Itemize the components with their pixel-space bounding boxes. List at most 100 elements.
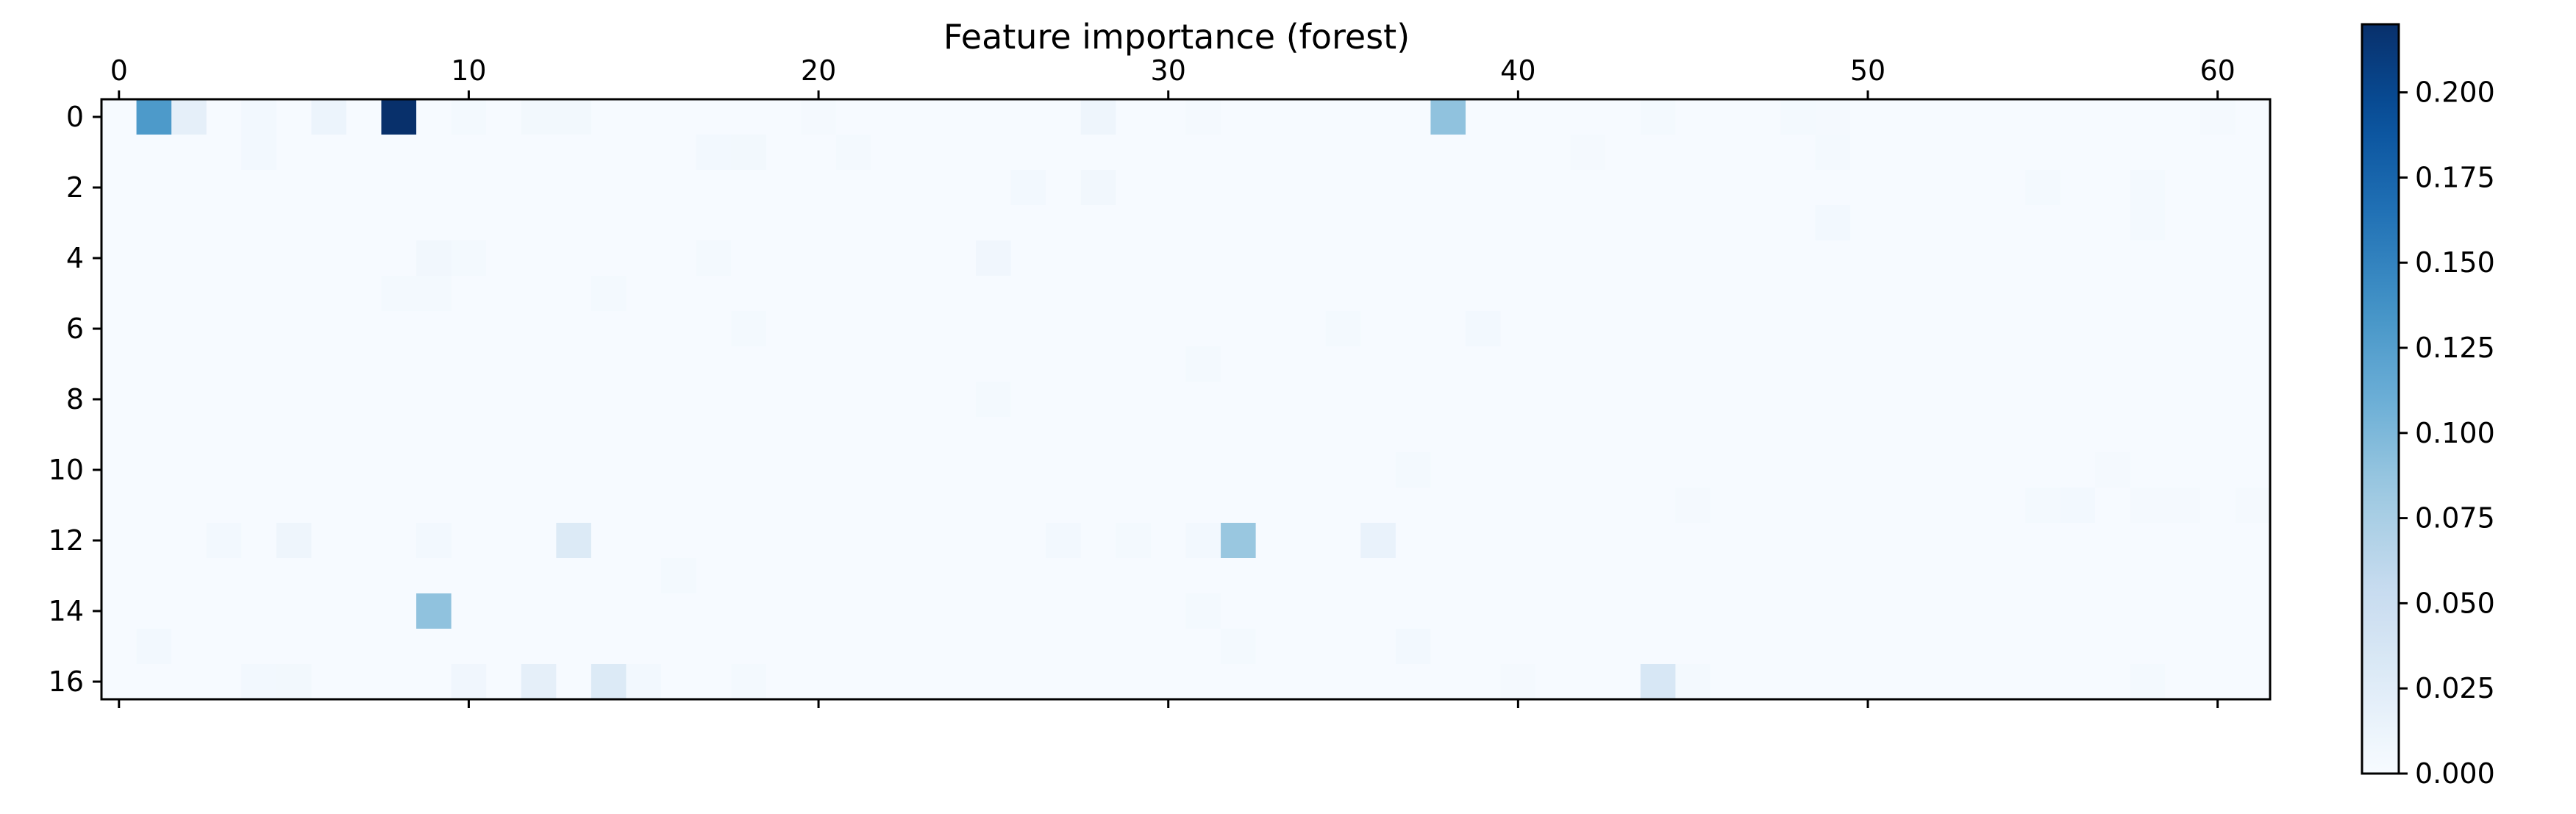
heatmap-cell: [1046, 593, 1082, 629]
heatmap-cell: [976, 311, 1012, 347]
heatmap-cell: [731, 99, 767, 135]
heatmap-cell: [766, 593, 802, 629]
heatmap-cell: [276, 99, 312, 135]
heatmap-cell: [1885, 664, 1921, 700]
heatmap-cell: [696, 170, 732, 206]
heatmap-cell: [2025, 593, 2061, 629]
heatmap-cell: [171, 135, 207, 171]
heatmap-cell: [276, 664, 312, 700]
heatmap-cell: [1780, 452, 1816, 488]
heatmap-cell: [1780, 311, 1816, 347]
heatmap-cell: [101, 135, 138, 171]
heatmap-cell: [2235, 382, 2271, 418]
heatmap-cell: [416, 558, 452, 594]
heatmap-cell: [1885, 99, 1921, 135]
heatmap-cell: [1850, 170, 1886, 206]
heatmap-cell: [381, 205, 417, 241]
heatmap-cell: [1675, 135, 1711, 171]
heatmap-cell: [1430, 135, 1466, 171]
heatmap-cell: [1570, 311, 1606, 347]
heatmap-cell: [801, 276, 837, 312]
heatmap-cell: [2025, 311, 2061, 347]
heatmap-cell: [1605, 523, 1641, 559]
heatmap-cell: [1046, 382, 1082, 418]
heatmap-cell: [2060, 452, 2096, 488]
heatmap-cell: [1675, 417, 1711, 453]
heatmap-cell: [2235, 593, 2271, 629]
heatmap-cell: [941, 205, 977, 241]
heatmap-cell: [1815, 135, 1851, 171]
heatmap-cell: [1325, 593, 1361, 629]
heatmap-cell: [1360, 558, 1396, 594]
heatmap-cell: [976, 488, 1012, 524]
heatmap-cell: [1046, 205, 1082, 241]
heatmap-cell: [1010, 593, 1046, 629]
heatmap-cell: [1360, 488, 1396, 524]
heatmap-cell: [1325, 170, 1361, 206]
heatmap-cell: [905, 382, 942, 418]
heatmap-cell: [2095, 593, 2131, 629]
heatmap-cell: [1185, 311, 1221, 347]
heatmap-cell: [801, 382, 837, 418]
heatmap-cell: [1990, 99, 2026, 135]
heatmap-cell: [1955, 276, 1991, 312]
heatmap-cell: [136, 417, 172, 453]
heatmap-cell: [2060, 311, 2096, 347]
heatmap-cell: [905, 488, 942, 524]
heatmap-cell: [1640, 99, 1677, 135]
heatmap-cell: [941, 99, 977, 135]
heatmap-cell: [1640, 452, 1677, 488]
heatmap-cell: [801, 452, 837, 488]
heatmap-cell: [1395, 99, 1432, 135]
heatmap-cell: [1570, 593, 1606, 629]
heatmap-cell: [486, 382, 522, 418]
heatmap-cell: [1291, 593, 1327, 629]
heatmap-cell: [486, 452, 522, 488]
heatmap-cell: [346, 205, 382, 241]
heatmap-cell: [381, 593, 417, 629]
heatmap-cell: [1046, 135, 1082, 171]
heatmap-cell: [1080, 664, 1116, 700]
heatmap-cell: [2025, 346, 2061, 382]
heatmap-cell: [1745, 452, 1781, 488]
heatmap-cell: [1990, 276, 2026, 312]
heatmap-cell: [101, 629, 138, 665]
heatmap-cell: [451, 382, 487, 418]
heatmap-cell: [241, 664, 277, 700]
heatmap-cell: [941, 452, 977, 488]
heatmap-cell: [1080, 170, 1116, 206]
colorbar-tick-label: 0.175: [2415, 161, 2495, 193]
heatmap-cell: [1605, 311, 1641, 347]
heatmap-cell: [486, 417, 522, 453]
heatmap-cell: [1291, 311, 1327, 347]
heatmap-cell: [626, 205, 662, 241]
heatmap-cell: [1955, 629, 1991, 665]
heatmap-cell: [1920, 170, 1956, 206]
heatmap-cell: [2095, 135, 2131, 171]
heatmap-cell: [346, 311, 382, 347]
heatmap-cell: [1675, 170, 1711, 206]
heatmap-cell: [1255, 311, 1291, 347]
heatmap-cell: [2235, 99, 2271, 135]
heatmap-cell: [451, 135, 487, 171]
heatmap-cell: [2235, 664, 2271, 700]
heatmap-cell: [101, 523, 138, 559]
heatmap-cell: [136, 558, 172, 594]
heatmap-cell: [1850, 452, 1886, 488]
heatmap-cell: [1815, 99, 1851, 135]
heatmap-cell: [1920, 205, 1956, 241]
heatmap-cell: [1466, 523, 1502, 559]
heatmap-cell: [521, 99, 557, 135]
heatmap-cell: [1640, 170, 1677, 206]
heatmap-cell: [451, 311, 487, 347]
heatmap-cell: [451, 629, 487, 665]
heatmap-cell: [2025, 452, 2061, 488]
heatmap-cell: [2199, 523, 2236, 559]
heatmap-cell: [1885, 593, 1921, 629]
heatmap-cell: [556, 240, 592, 276]
heatmap-cell: [2165, 240, 2201, 276]
heatmap-cell: [2025, 170, 2061, 206]
heatmap-cell: [521, 593, 557, 629]
heatmap-cell: [1395, 135, 1432, 171]
heatmap-cell: [171, 558, 207, 594]
